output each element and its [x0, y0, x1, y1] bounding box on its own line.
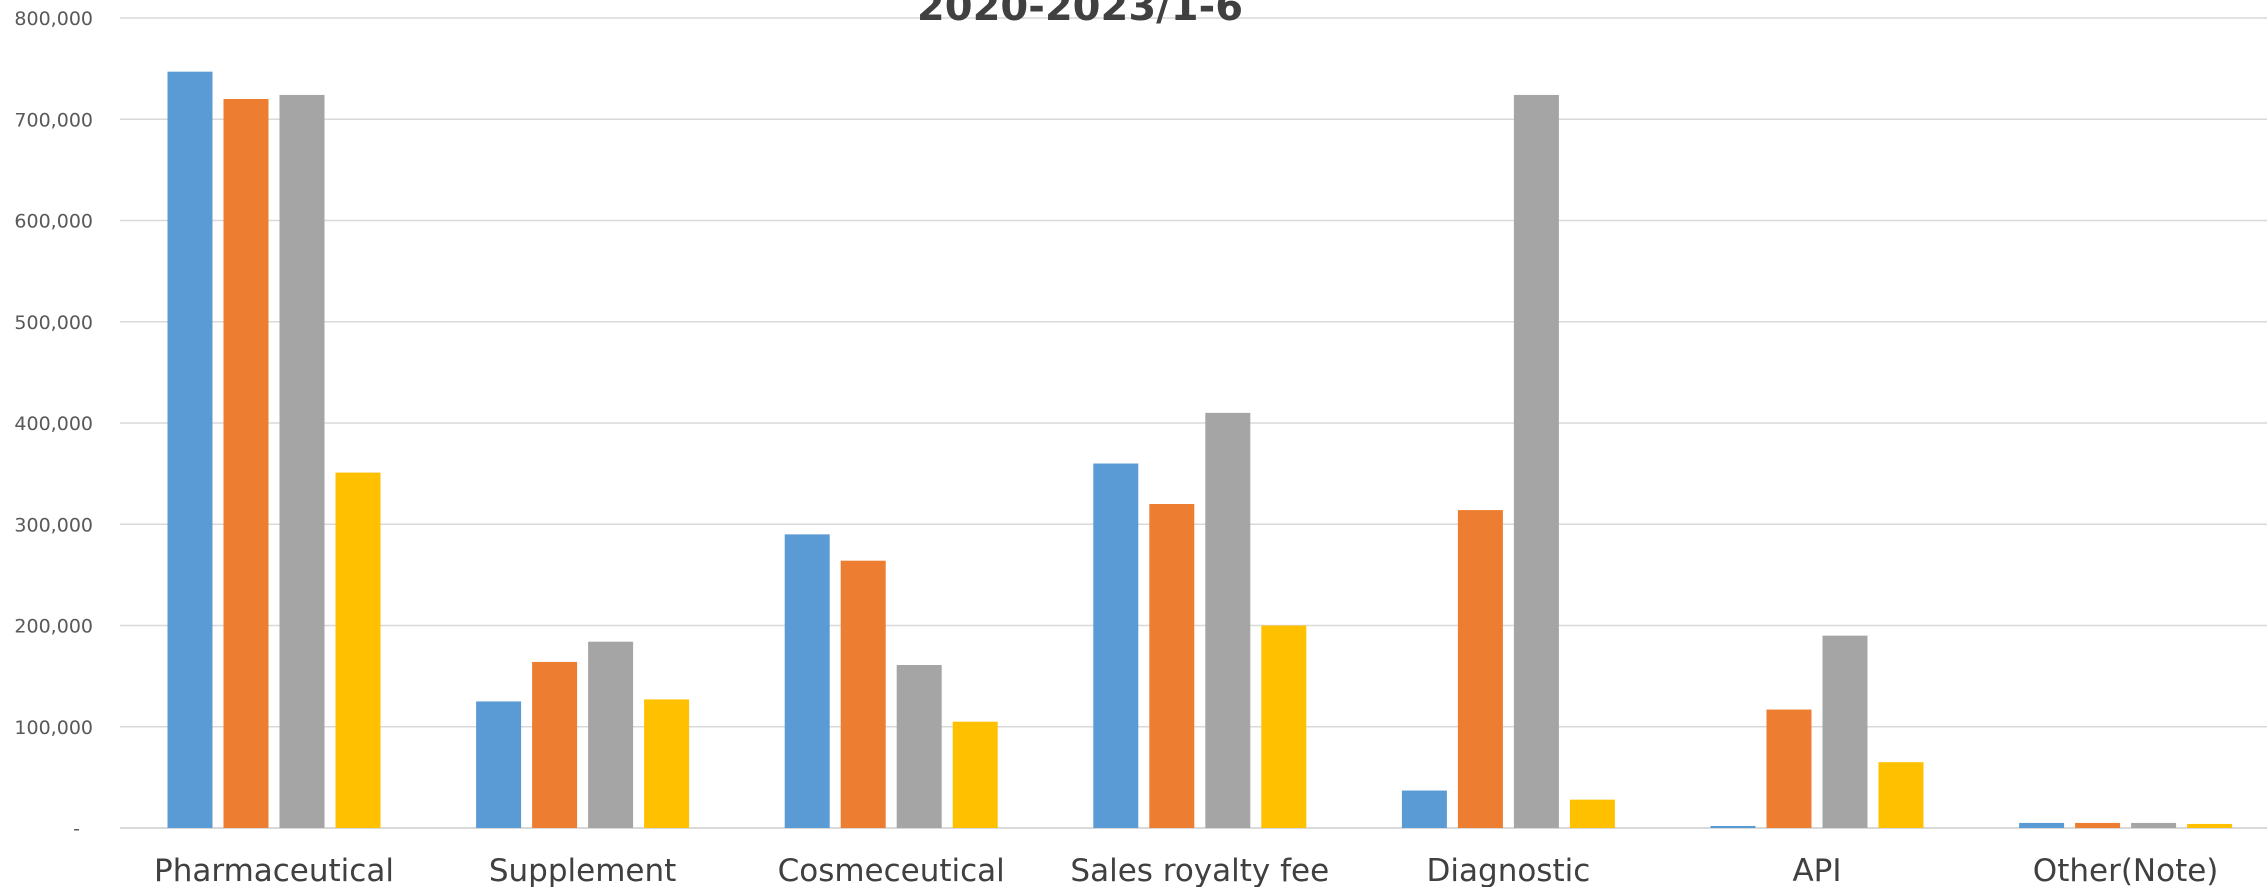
bar [1401, 790, 1447, 828]
bar [2075, 822, 2121, 828]
bar [1878, 762, 1924, 828]
bar [1766, 709, 1812, 828]
bar [2019, 822, 2065, 828]
x-tick-label: Pharmaceutical [154, 853, 394, 887]
x-tick-label: Cosmeceutical [778, 853, 1005, 887]
bar [1149, 504, 1195, 828]
bar [1513, 94, 1559, 828]
y-tick-label: 200,000 [14, 616, 93, 638]
bar [532, 661, 578, 828]
x-tick-label: API [1792, 853, 1841, 887]
bar [1261, 625, 1307, 828]
bar [1205, 412, 1251, 828]
x-tick-label: Other(Note) [2033, 853, 2219, 887]
bar [840, 560, 886, 828]
bar [1093, 463, 1139, 828]
bar [1710, 825, 1756, 828]
x-tick-label: Diagnostic [1427, 853, 1591, 887]
x-axis-tick-labels: Pharmaceutical Supplement Cosmeceutical Sal… [154, 853, 2218, 887]
bar [588, 641, 634, 828]
bar [2187, 823, 2233, 828]
bar [1822, 635, 1868, 828]
bar [784, 534, 830, 828]
bar [952, 721, 998, 828]
y-tick-label: - [73, 818, 80, 840]
bar [644, 699, 690, 828]
bar [1457, 510, 1503, 828]
bar [896, 664, 942, 828]
bars [167, 71, 2233, 829]
bar [335, 472, 381, 828]
y-tick-label: 700,000 [14, 109, 93, 131]
x-tick-label: Sales royalty fee [1070, 853, 1329, 887]
chart-title: 2020-2023/1-6 [917, 0, 1243, 30]
x-tick-label: Supplement [489, 853, 676, 887]
bar [223, 99, 269, 828]
bar [476, 701, 522, 828]
bar [1569, 799, 1615, 828]
y-tick-label: 300,000 [14, 514, 93, 536]
y-tick-label: 500,000 [14, 312, 93, 334]
bar [2131, 822, 2177, 828]
bar [167, 71, 213, 829]
y-axis-tick-labels: - 100,000 200,000 300,000 400,000 500,000 600,… [14, 8, 93, 840]
y-tick-label: 400,000 [14, 413, 93, 435]
y-tick-label: 600,000 [14, 211, 93, 233]
y-tick-label: 800,000 [14, 8, 93, 30]
y-tick-label: 100,000 [14, 717, 93, 739]
bar [279, 94, 325, 828]
